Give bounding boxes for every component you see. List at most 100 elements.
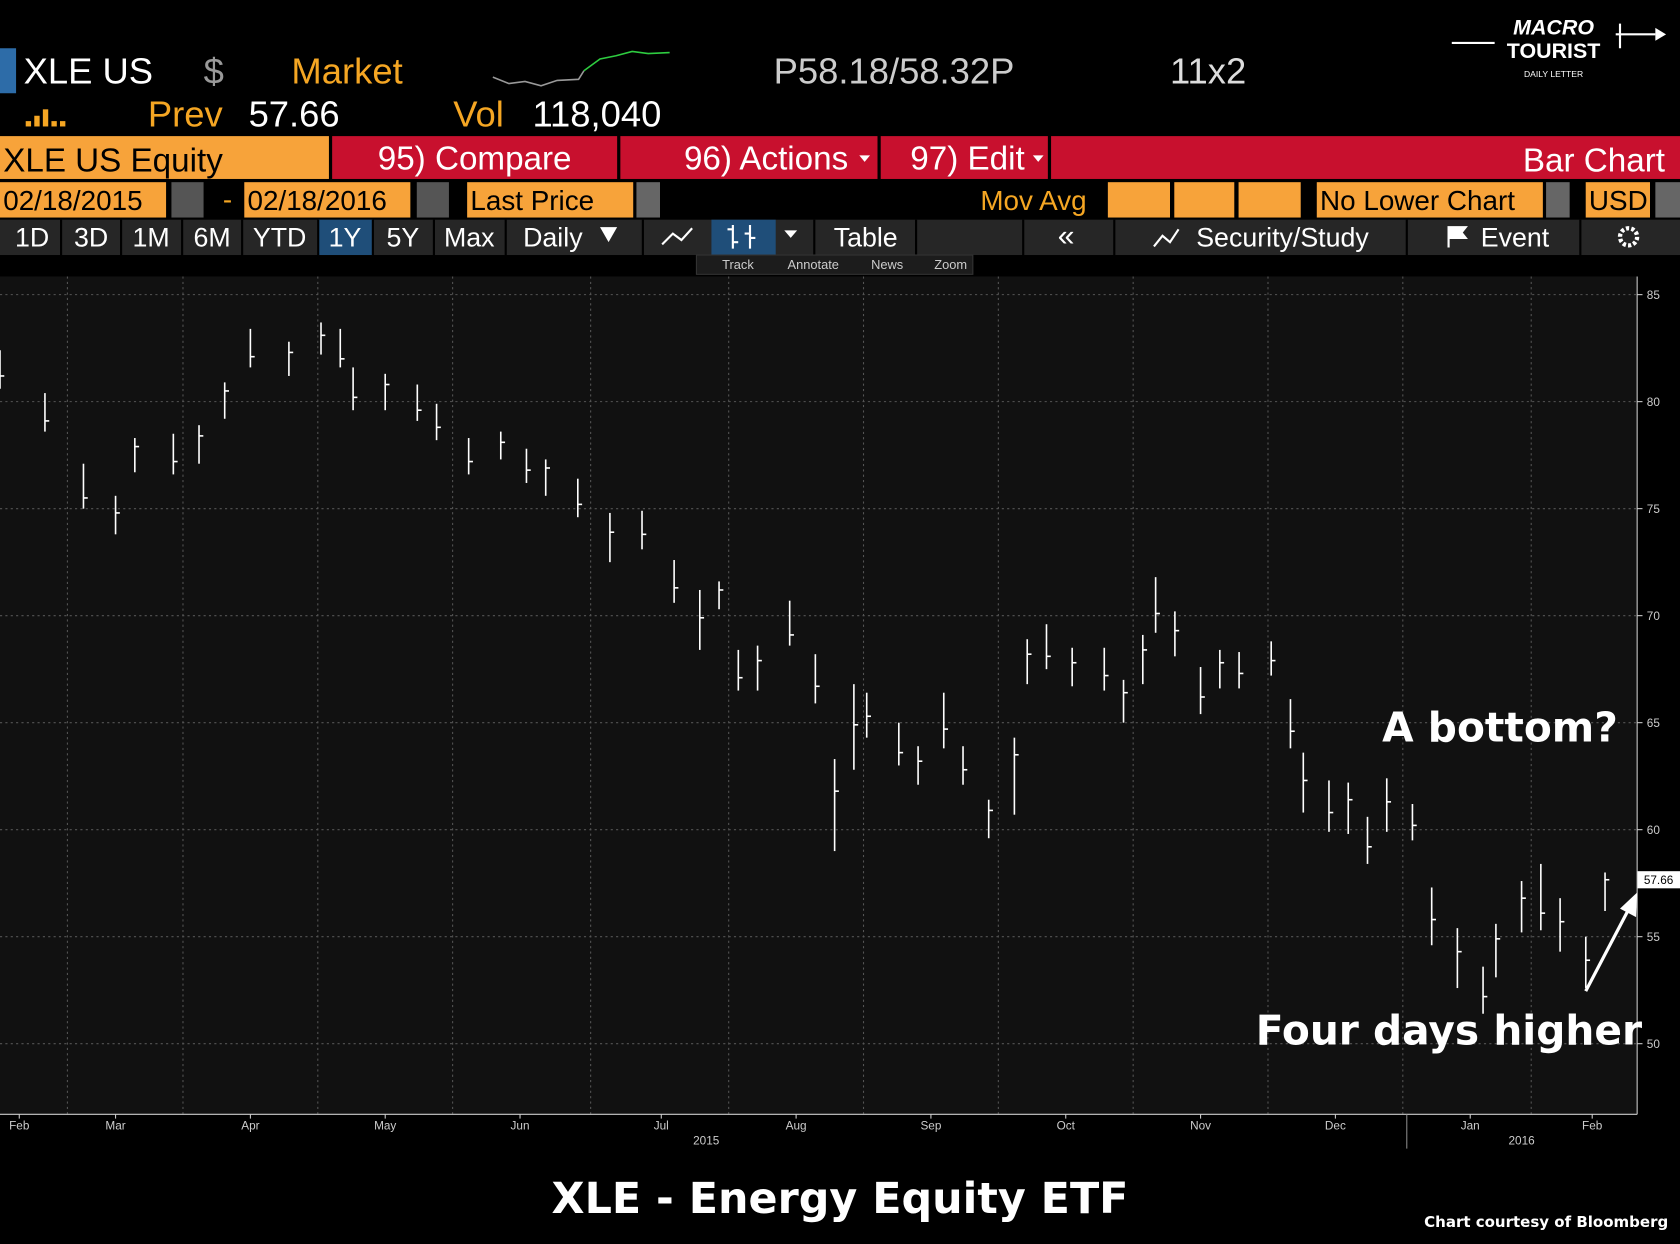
y-tick-label: 80: [1647, 396, 1661, 409]
last-price-box: [1637, 871, 1680, 889]
actions[interactable]: 96) Actions: [684, 140, 848, 177]
x-tick-label: Jul: [654, 1119, 669, 1132]
sparkline-up: [583, 50, 670, 72]
event-tab[interactable]: Event: [1481, 222, 1550, 252]
prev-label: Prev: [148, 93, 224, 134]
period-tab[interactable]: 1D: [15, 222, 49, 252]
actions-button[interactable]: [620, 136, 878, 179]
field-select[interactable]: [467, 182, 634, 218]
year-label: 2016: [1508, 1134, 1535, 1147]
currency-select[interactable]: [1585, 182, 1650, 218]
study-icon: [1153, 228, 1180, 248]
lower-chart-select[interactable]: [1316, 182, 1543, 218]
study-tab[interactable]: Security/Study: [1196, 222, 1369, 252]
edit-button[interactable]: [880, 136, 1048, 179]
chart-kind: Bar Chart: [1523, 142, 1665, 179]
mini-tool[interactable]: Zoom: [934, 257, 967, 272]
mini-tool[interactable]: Track: [722, 257, 754, 272]
period-tab[interactable]: 3D: [74, 222, 108, 252]
logo: MACRO TOURIST DAILY LETTER: [1451, 15, 1667, 79]
security-box[interactable]: [0, 136, 329, 179]
line-icon[interactable]: [661, 227, 693, 246]
sparkline: [492, 70, 585, 87]
y-tick-label: 65: [1647, 717, 1661, 730]
period-tab[interactable]: 1Y: [329, 222, 362, 252]
ticker-marker: [0, 48, 17, 94]
dropdown-button[interactable]: [1546, 182, 1570, 218]
compare[interactable]: 95) Compare: [378, 140, 572, 177]
chart-title: XLE - Energy Equity ETF: [552, 1174, 1129, 1224]
dropdown-arrow: [784, 230, 798, 238]
period-tab[interactable]: 5Y: [386, 222, 419, 252]
bar-icon-button[interactable]: [711, 219, 776, 256]
currency-text[interactable]: USD: [1589, 185, 1648, 216]
field-text[interactable]: Last Price: [470, 185, 594, 216]
period-tab[interactable]: YTD: [253, 222, 307, 252]
mini-tool[interactable]: News: [871, 257, 903, 272]
date-dash: -: [223, 184, 232, 215]
x-tick-label: Jun: [511, 1119, 530, 1132]
last-price-label: 57.66: [1644, 874, 1674, 887]
market: Market: [291, 51, 402, 92]
x-tick-label: Oct: [1057, 1119, 1076, 1132]
period-tab[interactable]: 1M: [132, 222, 169, 252]
x-tick-label: May: [374, 1119, 396, 1132]
end-date-text[interactable]: 02/18/2016: [247, 185, 386, 216]
prev-value: 57.66: [249, 93, 340, 134]
start-date-text[interactable]: 02/18/2015: [3, 185, 142, 216]
lower-chart-text[interactable]: No Lower Chart: [1320, 185, 1515, 216]
mov-avg-input[interactable]: [1238, 182, 1301, 218]
settings-icon[interactable]: [1617, 226, 1640, 248]
x-tick-label: Sep: [920, 1119, 941, 1132]
period-tab[interactable]: 6M: [194, 222, 231, 252]
mini-tool[interactable]: Annotate: [788, 257, 839, 272]
mov-avg-input[interactable]: [1174, 182, 1235, 218]
flag-icon: [1447, 226, 1468, 248]
dropdown-button[interactable]: [636, 182, 660, 218]
annotation: Four days higher: [1256, 1007, 1642, 1055]
logo-text: MACRO: [1513, 15, 1594, 39]
y-tick-label: 50: [1647, 1038, 1661, 1051]
x-tick-label: Apr: [241, 1119, 259, 1132]
x-tick-label: Feb: [9, 1119, 30, 1132]
tab-bar: [0, 219, 1680, 256]
vol-label: Vol: [453, 93, 504, 134]
calendar-button[interactable]: [416, 182, 449, 218]
y-tick-label: 60: [1647, 824, 1661, 837]
plot-area: [0, 276, 1638, 1115]
y-tick-label: 85: [1647, 289, 1661, 302]
size: 11x2: [1170, 51, 1246, 92]
mini-toolbar: [695, 254, 974, 275]
arrow-head: [1620, 892, 1638, 918]
table-tab[interactable]: Table: [834, 222, 898, 252]
x-tick-label: Dec: [1325, 1119, 1346, 1132]
annotation-arrow: [1584, 904, 1633, 992]
edit[interactable]: 97) Edit: [910, 140, 1024, 177]
start-date[interactable]: [0, 182, 167, 218]
end-date[interactable]: [244, 182, 411, 218]
logo-text: TOURIST: [1507, 39, 1601, 63]
dropdown-arrow: [600, 227, 618, 243]
x-tick-label: Jan: [1461, 1119, 1480, 1132]
mov-avg-input[interactable]: [1107, 182, 1170, 218]
ticker[interactable]: XLE US: [24, 51, 154, 92]
y-tick-label: 55: [1647, 931, 1661, 944]
bar-icon: [727, 225, 756, 249]
security[interactable]: XLE US Equity: [3, 142, 223, 179]
y-tick-label: 75: [1647, 503, 1661, 516]
dropdown-arrow: [1032, 155, 1044, 162]
credit: Chart courtesy of Bloomberg: [1424, 1213, 1668, 1231]
compare-button[interactable]: [332, 136, 618, 179]
selected-tab: [318, 219, 373, 256]
year-label: 2015: [693, 1134, 720, 1147]
calendar-button[interactable]: [171, 182, 204, 218]
frequency-tab[interactable]: Daily: [523, 222, 583, 252]
dropdown-button[interactable]: [1655, 182, 1680, 218]
x-tick-label: Feb: [1582, 1119, 1603, 1132]
collapse-icon[interactable]: «: [1058, 219, 1075, 252]
currency: $: [204, 51, 224, 92]
title-bar: [1051, 136, 1680, 179]
period-tab[interactable]: Max: [444, 222, 495, 252]
